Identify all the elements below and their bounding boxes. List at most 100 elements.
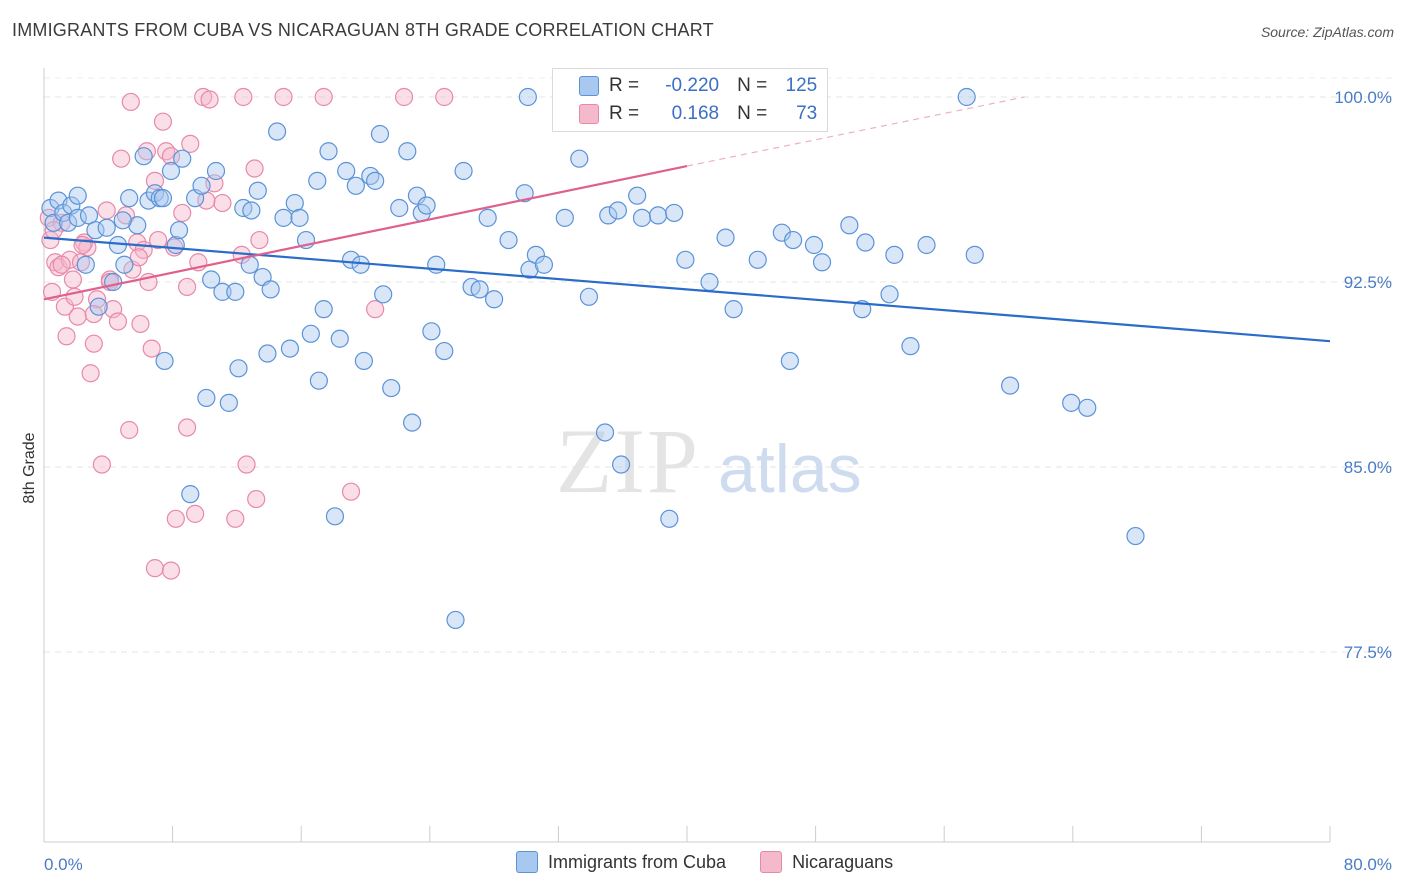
cuba-point: [68, 186, 87, 205]
legend-swatch-nicaraguans: [760, 851, 783, 873]
cuba-point: [555, 208, 574, 227]
cuba-point: [354, 351, 373, 371]
y-tick-label: 85.0%: [1344, 458, 1392, 477]
cuba-point: [570, 149, 589, 168]
cuba-point: [325, 507, 345, 526]
nicaraguans-point: [52, 255, 71, 274]
nicaraguans-point: [87, 290, 107, 309]
cuba-point: [748, 250, 767, 269]
nicaraguans-point: [41, 230, 60, 250]
nicaraguans-point: [161, 147, 181, 166]
nicaraguans-point: [177, 277, 197, 297]
cuba-point: [840, 216, 859, 235]
cuba-point: [115, 255, 134, 274]
cuba-point: [86, 221, 105, 240]
cuba-point: [258, 344, 277, 363]
cuba-point: [308, 171, 327, 190]
nicaraguans-point: [341, 482, 361, 501]
trend-lines: [43, 96, 1331, 343]
nicaraguans-point: [57, 327, 76, 346]
legend-n-value: 125: [785, 75, 818, 96]
nicaraguans-point: [63, 270, 83, 289]
nicaraguans-point: [49, 258, 68, 277]
legend-label-cuba: Immigrants from Cuba: [548, 851, 727, 872]
cuba-point: [382, 378, 401, 398]
cuba-point: [169, 221, 189, 240]
cuba-point: [76, 255, 95, 274]
nicaraguans-point: [68, 307, 87, 326]
cuba-point: [478, 208, 497, 227]
legend-row-nicaraguans: R = 0.168 N = 73: [553, 100, 817, 128]
cuba-point: [403, 413, 422, 432]
cuba-point: [518, 87, 537, 107]
cuba-point: [812, 253, 832, 272]
cuba-point: [161, 161, 181, 181]
cuba-point: [407, 186, 427, 205]
nicaraguans-point: [200, 90, 219, 109]
cuba-point: [314, 300, 333, 319]
cuba-point: [330, 329, 349, 348]
cuba-point: [280, 339, 300, 358]
cuba-point: [206, 161, 226, 181]
nicaraguans-point: [92, 455, 111, 474]
nicaraguans-point: [112, 149, 131, 168]
correlation-legend: R = -0.220 N = 125 R = 0.168 N = 73: [552, 68, 828, 132]
cuba-point: [229, 359, 248, 378]
y-axis-label: 8th Grade: [21, 432, 38, 503]
cuba-point: [417, 196, 436, 215]
nicaraguans-point: [137, 142, 156, 161]
nicaraguans-point: [226, 509, 245, 528]
cuba-point: [446, 610, 465, 630]
legend-swatch-nicaraguans: [579, 104, 599, 124]
cuba-point: [341, 250, 361, 269]
cuba-point: [1126, 526, 1145, 546]
cuba-point: [608, 201, 627, 220]
cuba-point: [611, 455, 631, 474]
cuba-point: [632, 208, 652, 227]
nicaraguans-point: [120, 420, 139, 440]
watermark: ZIP atlas: [556, 410, 862, 512]
cuba-point: [485, 290, 504, 309]
nicaraguans-point: [55, 297, 74, 316]
cuba-point: [772, 223, 791, 242]
cuba-point: [1062, 393, 1081, 412]
nicaraguans-trend-extension: [686, 96, 1025, 167]
cuba-point: [435, 341, 454, 361]
nicaraguans-point: [366, 300, 385, 319]
cuba-point: [783, 230, 803, 250]
cuba-point: [192, 176, 211, 195]
nicaraguans-point: [314, 87, 333, 107]
legend-item-cuba: Immigrants from Cuba: [516, 851, 726, 873]
cuba-point: [422, 322, 441, 341]
cuba-point: [319, 142, 338, 161]
nicaraguans-trend-line: [43, 164, 688, 301]
legend-swatch-cuba: [579, 76, 599, 96]
nicaraguans-point: [153, 112, 173, 131]
cuba-point: [398, 142, 417, 161]
cuba-point: [202, 270, 221, 289]
cuba-point: [261, 280, 280, 299]
x-tick-label: 0.0%: [44, 855, 83, 874]
cuba-point: [248, 181, 267, 200]
cuba-point: [346, 176, 365, 195]
legend-r-label: R =: [609, 103, 640, 124]
cuba-point: [166, 235, 185, 255]
nicaraguans-point: [435, 87, 454, 107]
nicaraguans-point: [173, 203, 192, 223]
cuba-point: [113, 211, 132, 230]
legend-row-cuba: R = -0.220 N = 125: [553, 72, 817, 100]
cuba-point: [856, 233, 875, 252]
cuba-point: [374, 285, 393, 304]
cuba-point: [676, 250, 695, 269]
cuba-point: [1078, 398, 1097, 417]
legend-r-value: -0.220: [665, 75, 720, 96]
cuba-point: [957, 87, 976, 107]
nicaraguans-points: [39, 87, 454, 580]
cuba-point: [267, 122, 287, 141]
nicaraguans-point: [213, 193, 232, 213]
nicaraguans-point: [73, 235, 92, 255]
nicaraguans-point: [129, 248, 148, 267]
cuba-points: [41, 87, 1145, 630]
nicaraguans-point: [145, 559, 165, 578]
